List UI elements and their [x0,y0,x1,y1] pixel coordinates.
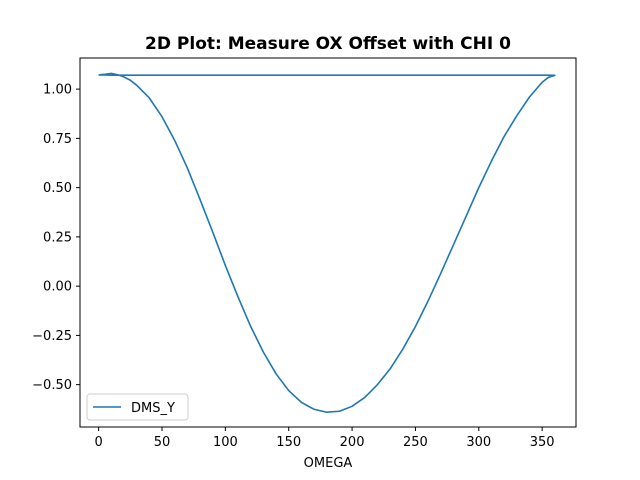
x-tick-label: 200 [340,435,365,450]
legend-label: DMS_Y [131,401,175,416]
x-tick-label: 300 [466,435,491,450]
series-line-dms-y [98,72,556,414]
y-tick-label: 1.00 [43,83,72,98]
x-axis-label: OMEGA [304,456,353,471]
x-tick-label: 0 [94,435,102,450]
y-tick-label: −0.25 [32,329,72,344]
chart-title: 2D Plot: Measure OX Offset with CHI 0 [145,34,511,54]
legend-box [86,393,189,421]
y-tick-label: 0.00 [43,280,72,295]
x-tick-label: 50 [154,435,171,450]
legend: DMS_Y [86,393,189,421]
x-axis: 0 50 100 150 200 250 300 350 [94,427,555,450]
y-tick-label: 0.25 [43,230,72,245]
x-tick-label: 250 [403,435,428,450]
y-axis: −0.50 −0.25 0.00 0.25 0.50 0.75 1.00 [32,83,80,393]
axes-frame [79,57,577,428]
y-tick-label: −0.50 [32,378,72,393]
y-tick-label: 0.75 [43,132,72,147]
x-tick-label: 350 [530,435,555,450]
plot-area [98,72,556,414]
x-tick-label: 150 [276,435,301,450]
x-tick-label: 100 [213,435,238,450]
y-tick-label: 0.50 [43,181,72,196]
